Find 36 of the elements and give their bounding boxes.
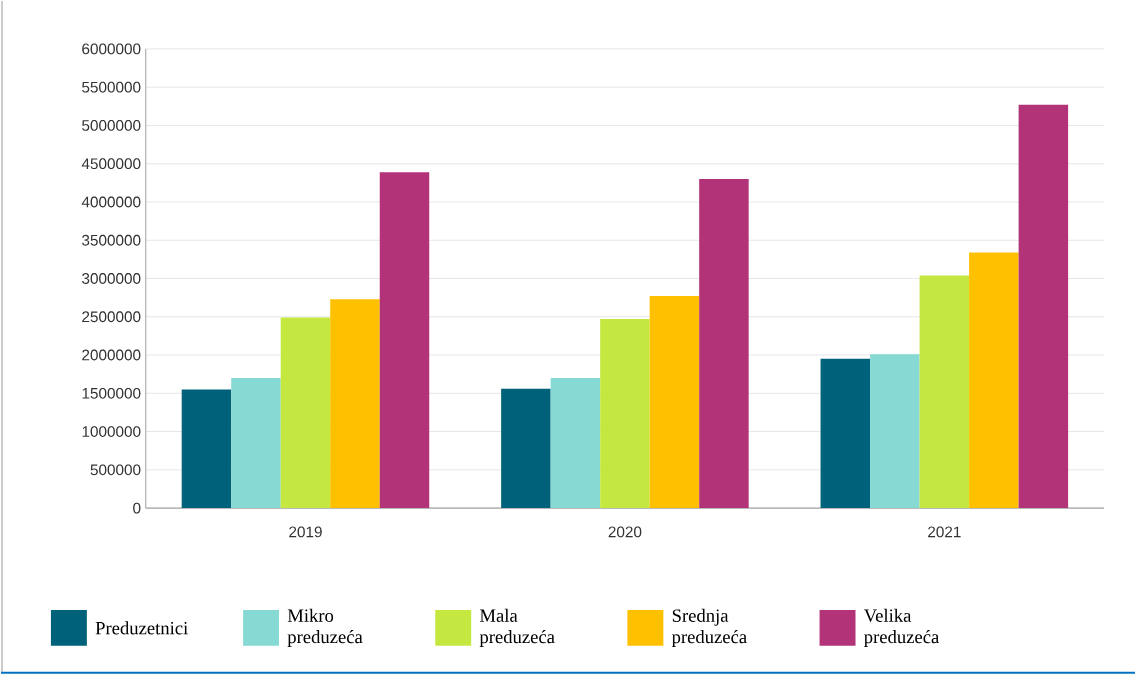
y-tick-label: 6000000 <box>82 43 141 55</box>
bar <box>969 252 1019 509</box>
bar <box>181 389 232 509</box>
y-tick-label: 500000 <box>90 464 141 476</box>
bar <box>280 317 331 509</box>
legend-label: Velika preduzeća <box>863 608 940 648</box>
bar <box>1018 104 1069 509</box>
bar <box>699 179 749 509</box>
legend-label: Preduzetnici <box>95 621 188 635</box>
bar <box>919 275 970 509</box>
x-tick-label: 2020 <box>608 526 642 538</box>
x-tick-label: 2019 <box>289 526 322 538</box>
y-tick-label: 5500000 <box>82 81 141 93</box>
y-tick-label: 1500000 <box>82 387 141 399</box>
bar <box>231 378 281 509</box>
legend-label: Mikro preduzeća <box>287 608 363 648</box>
y-tick-label: 5000000 <box>82 120 141 131</box>
bar <box>820 358 871 509</box>
bar <box>649 296 700 509</box>
y-tick-label: 4500000 <box>81 158 141 170</box>
y-tick-label: 2000000 <box>82 349 141 361</box>
legend-label: Srednja preduzeća <box>671 608 747 648</box>
x-tick-label: 2021 <box>928 526 961 538</box>
bar <box>870 354 920 509</box>
y-tick-label: 2500000 <box>82 311 141 323</box>
y-tick-label: 3000000 <box>82 273 141 285</box>
bar <box>600 319 650 509</box>
legend-label: Mala preduzeća <box>479 608 555 648</box>
y-tick-label: 0 <box>133 502 141 514</box>
y-tick-label: 4000000 <box>81 196 141 208</box>
bar <box>379 172 430 509</box>
bar <box>330 299 380 509</box>
y-tick-label: 1000000 <box>82 426 141 438</box>
bar <box>501 388 551 509</box>
bar <box>550 378 601 509</box>
y-tick-label: 3500000 <box>82 234 141 246</box>
